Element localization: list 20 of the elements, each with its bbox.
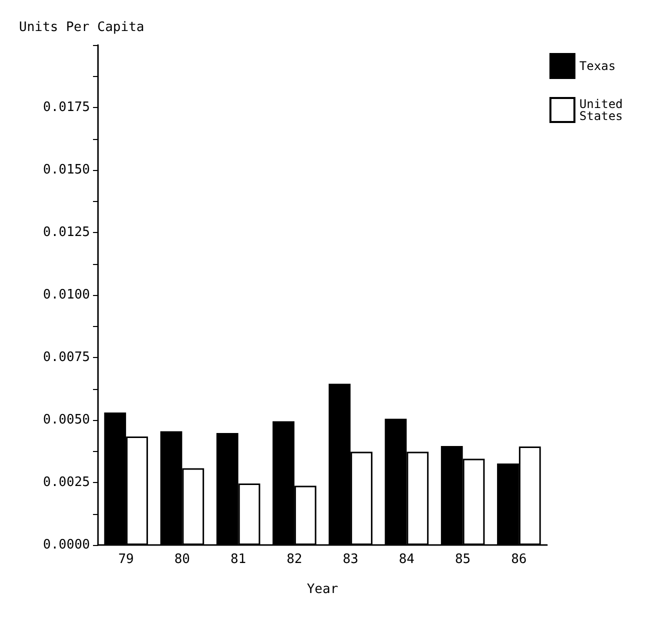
y-tick-label: 0.0075 [43,350,90,365]
x-tick-label: 83 [342,552,358,567]
x-tick-label: 85 [454,552,471,567]
y-tick-label: 0.0025 [43,475,90,490]
y-tick-label: 0.0100 [43,288,90,302]
y-tick-label: 0.0175 [43,100,90,115]
x-tick-label: 79 [118,552,134,567]
x-axis-title: Year [306,582,338,597]
legend-label: United States [579,97,630,123]
y-axis-title: Units Per Capita [19,20,144,35]
y-tick-label: 0.0000 [43,538,90,552]
x-tick-label: 84 [398,552,415,567]
x-tick-label: 81 [230,552,246,567]
x-tick-label: 86 [511,552,527,567]
x-tick-label: 80 [174,552,190,567]
legend-label: Texas [579,59,616,73]
y-tick-label: 0.0050 [43,412,90,428]
y-tick-label: 0.0150 [43,162,90,178]
y-tick-label: 0.0125 [43,225,90,240]
x-tick-label: 82 [286,552,302,567]
